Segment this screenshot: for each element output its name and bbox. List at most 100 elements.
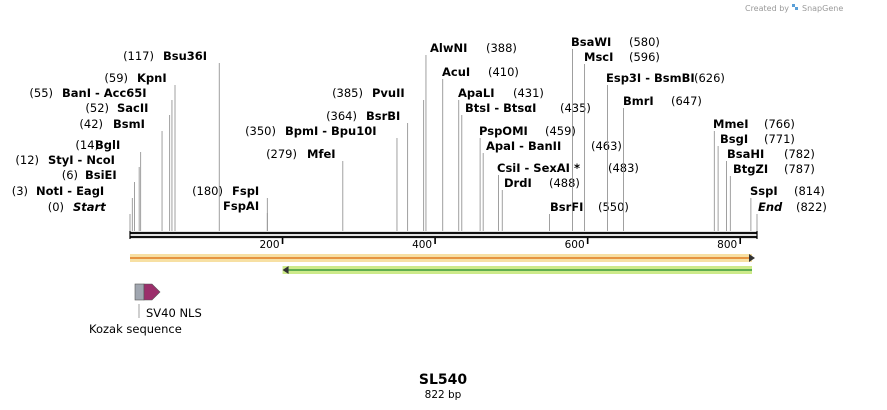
- site-enzyme-label[interactable]: ApaI - BanII: [486, 139, 561, 153]
- site-enzyme-label[interactable]: KpnI: [137, 71, 167, 85]
- restriction-site[interactable]: MscI (596): [584, 50, 660, 231]
- restriction-site[interactable]: BsgI (771): [717, 132, 795, 231]
- site-position-label: (364): [326, 109, 357, 123]
- site-enzyme-label[interactable]: CsiI - SexAI *: [497, 161, 580, 175]
- site-position-label: (626): [694, 71, 725, 85]
- sequence-backbone: [129, 231, 758, 239]
- site-enzyme-label[interactable]: BtgZI: [733, 162, 768, 176]
- site-enzyme-label[interactable]: Esp3I - BsmBI: [606, 71, 695, 85]
- restriction-site[interactable]: AlwNI (388): [425, 41, 517, 231]
- ruler: 200 400 600 800: [260, 238, 742, 251]
- site-enzyme-label[interactable]: ApaLI: [458, 86, 495, 100]
- site-position-label: (6): [62, 168, 78, 182]
- snapgene-logo-icon: [792, 4, 798, 10]
- site-enzyme-label[interactable]: SspI: [750, 184, 778, 198]
- restriction-site[interactable]: AcuI (410): [442, 65, 519, 231]
- restriction-site[interactable]: NotI - EagI (3): [12, 184, 133, 231]
- site-enzyme-label[interactable]: MscI: [584, 50, 613, 64]
- site-enzyme-label[interactable]: BmrI: [623, 94, 654, 108]
- site-position-label: (787): [784, 162, 815, 176]
- feature-kozak[interactable]: [134, 283, 145, 301]
- restriction-site[interactable]: BtsI - BtsαI (435): [461, 101, 591, 231]
- restriction-site[interactable]: BsrFI: [549, 200, 584, 231]
- restriction-site[interactable]: FspAI: [223, 199, 268, 231]
- restriction-site[interactable]: (550): [598, 200, 629, 214]
- restriction-site[interactable]: CsiI - SexAI * (483): [497, 161, 639, 231]
- site-position-label: (580): [629, 35, 660, 49]
- restriction-site[interactable]: SspI (814): [750, 184, 825, 231]
- ruler-tick-label: 600: [565, 239, 585, 251]
- restriction-site[interactable]: PspOMI (459): [479, 124, 576, 231]
- site-enzyme-label[interactable]: MfeI: [307, 147, 336, 161]
- site-enzyme-label[interactable]: AcuI: [442, 65, 470, 79]
- restriction-site[interactable]: BsaWI (580): [571, 35, 660, 231]
- restriction-site[interactable]: ApaI - BanII (463): [482, 139, 622, 231]
- site-enzyme-label[interactable]: PspOMI: [479, 124, 528, 138]
- site-enzyme-label[interactable]: NotI - EagI: [36, 184, 104, 198]
- ruler-tick-label: 400: [412, 239, 432, 251]
- site-enzyme-label[interactable]: BsgI: [720, 132, 748, 146]
- site-position-label: (59): [104, 71, 128, 85]
- site-enzyme-label[interactable]: BsaHI: [727, 147, 764, 161]
- site-position-label: (822): [796, 200, 827, 214]
- site-enzyme-label[interactable]: Start: [73, 200, 106, 214]
- restriction-site[interactable]: BglI(14): [75, 138, 142, 231]
- restriction-site[interactable]: ApaLI (431): [458, 86, 544, 231]
- sv40-nls-arrow[interactable]: [143, 283, 161, 301]
- restriction-site[interactable]: BsiEI (6): [62, 168, 135, 231]
- site-position-label: (55): [29, 86, 53, 100]
- site-enzyme-label[interactable]: MmeI: [713, 117, 749, 131]
- sequence-length: 822 bp: [425, 389, 462, 401]
- site-enzyme-label[interactable]: BtsI - BtsαI: [465, 101, 536, 115]
- site-position-label: (596): [629, 50, 660, 64]
- site-position-label: (435): [560, 101, 591, 115]
- restriction-site[interactable]: BsmI (42): [79, 117, 163, 231]
- feature-sv40-nls[interactable]: [143, 283, 161, 301]
- site-enzyme-label[interactable]: BanI - Acc65I: [62, 86, 147, 100]
- restriction-site[interactable]: End (822): [756, 200, 827, 231]
- restriction-site[interactable]: Bsu36I (117): [123, 49, 220, 231]
- restriction-site[interactable]: KpnI (59): [104, 71, 176, 231]
- site-enzyme-label[interactable]: BpmI - Bpu10I: [285, 124, 377, 138]
- restriction-site[interactable]: BpmI - Bpu10I (350): [245, 124, 398, 231]
- site-position-label: (180): [192, 184, 223, 198]
- site-position-label: (117): [123, 49, 154, 63]
- site-position-label: (488): [549, 176, 580, 190]
- restriction-site[interactable]: BsrBI (364): [326, 109, 409, 231]
- site-position-label: (463): [591, 139, 622, 153]
- restriction-site[interactable]: MfeI (279): [266, 147, 344, 231]
- restriction-site[interactable]: BanI - Acc65I (55): [29, 86, 173, 231]
- kozak-label: Kozak sequence: [89, 322, 182, 336]
- restriction-site[interactable]: BtgZI (787): [729, 162, 815, 231]
- site-enzyme-label[interactable]: End: [758, 200, 783, 214]
- site-enzyme-label[interactable]: BsrBI: [366, 109, 400, 123]
- site-enzyme-label[interactable]: AlwNI: [430, 41, 467, 55]
- restriction-site[interactable]: FspI (180): [192, 184, 268, 231]
- restriction-site[interactable]: StyI - NcoI (12): [15, 153, 140, 231]
- site-enzyme-label[interactable]: PvuII: [372, 86, 405, 100]
- site-enzyme-label[interactable]: Bsu36I: [163, 49, 207, 63]
- restriction-site[interactable]: MmeI (766): [713, 117, 795, 231]
- site-enzyme-label[interactable]: BsrFI: [550, 200, 583, 214]
- site-enzyme-label[interactable]: SacII: [117, 101, 148, 115]
- site-enzyme-label[interactable]: BsaWI: [571, 35, 611, 49]
- kozak-feature-box[interactable]: [134, 283, 145, 301]
- credit-app: SnapGene: [802, 4, 843, 13]
- site-position-label: (459): [545, 124, 576, 138]
- site-enzyme-label[interactable]: FspAI: [223, 199, 259, 213]
- site-enzyme-label[interactable]: DrdI: [504, 176, 532, 190]
- sequence-name: SL540: [419, 372, 467, 388]
- restriction-site[interactable]: SacII (52): [85, 101, 171, 231]
- site-enzyme-label[interactable]: BsiEI: [85, 168, 117, 182]
- restriction-site[interactable]: PvuII (385): [332, 86, 425, 231]
- site-enzyme-label[interactable]: BsmI: [113, 117, 145, 131]
- restriction-site[interactable]: Start (0): [48, 200, 131, 231]
- restriction-site[interactable]: Esp3I - BsmBI (626): [606, 71, 725, 231]
- site-enzyme-label[interactable]: FspI: [232, 184, 259, 198]
- ruler-tick-label: 800: [717, 239, 737, 251]
- site-enzyme-label[interactable]: BglI: [95, 138, 120, 152]
- restriction-site[interactable]: BsaHI (782): [726, 147, 815, 231]
- site-position-label: (52): [85, 101, 109, 115]
- site-enzyme-label[interactable]: StyI - NcoI: [48, 153, 115, 167]
- restriction-site[interactable]: BmrI (647): [623, 94, 702, 231]
